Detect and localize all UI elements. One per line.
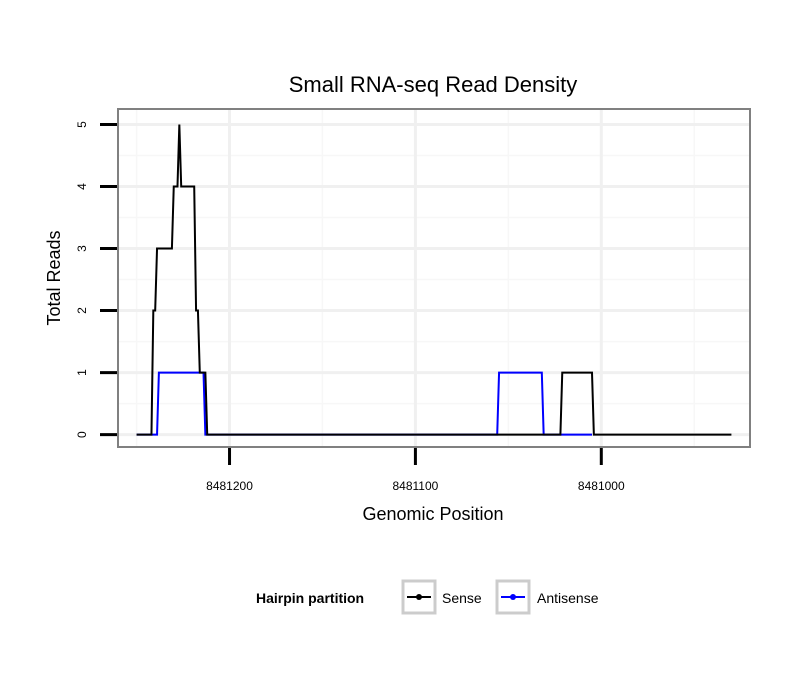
x-tick-label: 8481100 [392, 479, 438, 493]
legend-label-sense: Sense [442, 590, 482, 606]
y-tick-label: 4 [75, 183, 89, 190]
legend-item-antisense: Antisense [495, 579, 599, 615]
legend-dot-sense [416, 594, 422, 600]
grid [118, 109, 750, 447]
chart-title: Small RNA-seq Read Density [289, 72, 578, 97]
y-tick-label: 5 [75, 121, 89, 128]
x-tick-label: 8481200 [206, 479, 253, 493]
x-tick-label: 8481000 [578, 479, 625, 493]
series-layer [136, 124, 732, 436]
series-line-sense [136, 124, 732, 436]
legend-dot-antisense [510, 594, 516, 600]
y-tick-label: 2 [75, 307, 89, 314]
legend-title: Hairpin partition [256, 590, 364, 606]
legend: Hairpin partition Sense Antisense [256, 579, 599, 615]
axes: 0 1 2 3 4 5 8481200 8481100 8481000 [75, 121, 625, 493]
legend-label-antisense: Antisense [537, 590, 599, 606]
y-tick-label: 3 [75, 245, 89, 252]
legend-item-sense: Sense [401, 579, 482, 615]
x-axis-label: Genomic Position [362, 504, 503, 524]
y-tick-label: 0 [75, 431, 89, 438]
plot-border [117, 108, 751, 448]
y-tick-label: 1 [75, 369, 89, 376]
y-axis-label: Total Reads [44, 230, 64, 325]
